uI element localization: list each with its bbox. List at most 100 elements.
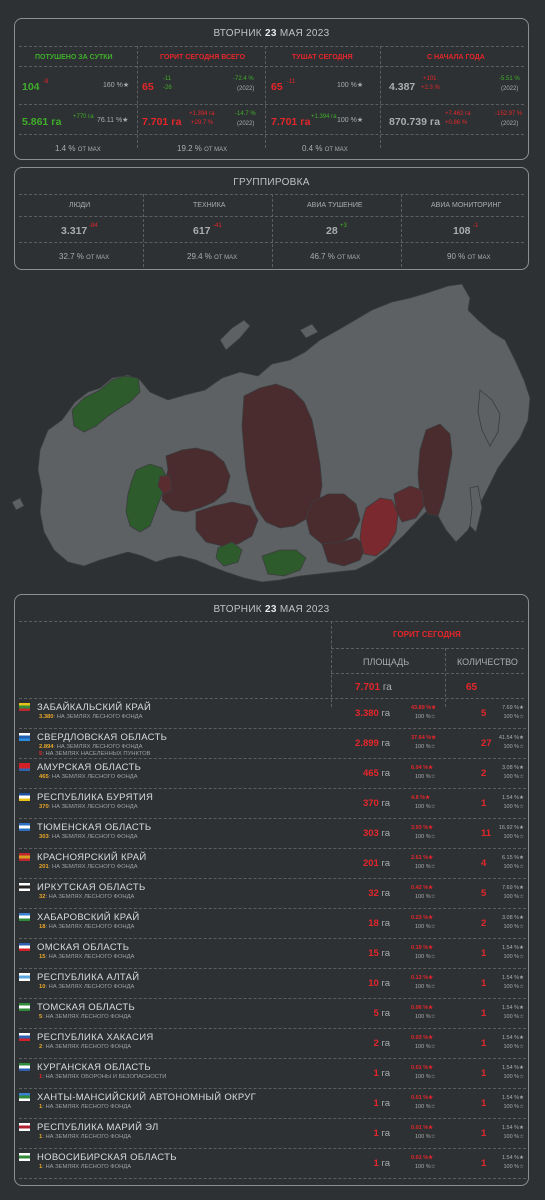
region-area-share-max: 100 %☆ xyxy=(415,864,436,870)
region-land-category: 5: НА ЗЕМЛЯХ ЛЕСНОГО ФОНДА xyxy=(39,1014,132,1020)
table-row[interactable]: АМУРСКАЯ ОБЛАСТЬ 465: НА ЗЕМЛЯХ ЛЕСНОГО Ф… xyxy=(15,759,530,789)
region-count: 1 xyxy=(481,1038,487,1049)
table-row[interactable]: РЕСПУБЛИКА МАРИЙ ЭЛ 1: НА ЗЕМЛЯХ ЛЕСНОГО … xyxy=(15,1119,530,1149)
region-land-category: 1: НА ЗЕМЛЯХ ЛЕСНОГО ФОНДА xyxy=(39,1104,132,1110)
group-pct-aviation: 46.7 % ОТ MAX xyxy=(310,252,361,261)
row-divider xyxy=(19,998,526,999)
label-fighting-today: ТУШАТ СЕГОДНЯ xyxy=(292,54,353,61)
map-region-kurgan[interactable] xyxy=(157,475,173,495)
extinguished-max: 1.4 % ОТ MAX xyxy=(55,144,101,153)
table-row[interactable]: РЕСПУБЛИКА АЛТАЙ 10: НА ЗЕМЛЯХ ЛЕСНОГО ФО… xyxy=(15,969,530,999)
region-count: 1 xyxy=(481,948,487,959)
region-name: РЕСПУБЛИКА ХАКАСИЯ xyxy=(37,1032,154,1043)
row-divider xyxy=(19,1058,526,1059)
fighting-area-delta: +1.394 га xyxy=(311,114,337,120)
region-area-share: 0.01 %★ xyxy=(411,1155,434,1161)
map-region-khabarovsk[interactable] xyxy=(417,423,453,517)
map-region-green-khakassia[interactable] xyxy=(215,541,243,567)
region-flag-icon xyxy=(19,1033,30,1041)
map-region-green-northwest[interactable] xyxy=(71,375,141,433)
region-area-share-max: 100 %☆ xyxy=(415,1134,436,1140)
region-count-share-max: 100 %☆ xyxy=(503,1104,524,1110)
burning-max: 19.2 % ОТ MAX xyxy=(177,144,228,153)
map-region-novaya-zemlya[interactable] xyxy=(219,319,251,351)
table-row[interactable]: ЗАБАЙКАЛЬСКИЙ КРАЙ 3.380: НА ЗЕМЛЯХ ЛЕСНО… xyxy=(15,699,530,729)
map-region-zabaikalsky[interactable] xyxy=(359,497,399,557)
region-area-share-max: 100 %☆ xyxy=(415,1014,436,1020)
map-region-buryatia[interactable] xyxy=(321,537,367,567)
column-count: КОЛИЧЕСТВО xyxy=(457,657,518,667)
map-region-sakhalin[interactable] xyxy=(469,485,483,533)
region-flag-icon xyxy=(19,793,30,801)
table-row[interactable]: КРАСНОЯРСКИЙ КРАЙ 201: НА ЗЕМЛЯХ ЛЕСНОГО … xyxy=(15,849,530,879)
map-region-kamchatka[interactable] xyxy=(477,389,501,447)
table-row[interactable]: ОМСКАЯ ОБЛАСТЬ 15: НА ЗЕМЛЯХ ЛЕСНОГО ФОНД… xyxy=(15,939,530,969)
group-pct-equipment: 29.4 % ОТ MAX xyxy=(187,252,238,261)
region-area-share-max: 100 %☆ xyxy=(415,1104,436,1110)
row-divider xyxy=(19,788,526,789)
region-count: 1 xyxy=(481,1068,487,1079)
group-panel: ГРУППИРОВКА ЛЮДИ 3.317 -84 32.7 % ОТ MAX… xyxy=(14,167,529,270)
region-count-share-max: 100 %☆ xyxy=(503,1134,524,1140)
region-name: ЗАБАЙКАЛЬСКИЙ КРАЙ xyxy=(37,702,152,713)
region-area-share-max: 100 %☆ xyxy=(415,714,436,720)
region-land-category: 32: НА ЗЕМЛЯХ ЛЕСНОГО ФОНДА xyxy=(39,894,135,900)
row-divider xyxy=(19,1178,526,1179)
region-count-share-max: 100 %☆ xyxy=(503,834,524,840)
table-row[interactable]: ХАБАРОВСКИЙ КРАЙ 18: НА ЗЕМЛЯХ ЛЕСНОГО ФО… xyxy=(15,909,530,939)
region-name: ТОМСКАЯ ОБЛАСТЬ xyxy=(37,1002,135,1013)
region-count-share-max: 100 %☆ xyxy=(503,864,524,870)
row-divider xyxy=(19,848,526,849)
region-count-share: 1.54 %★ xyxy=(501,975,524,981)
map-region-green-altai[interactable] xyxy=(261,549,307,577)
map-region-severnaya-zemlya[interactable] xyxy=(299,323,319,339)
table-row[interactable]: ТЮМЕНСКАЯ ОБЛАСТЬ 303: НА ЗЕМЛЯХ ЛЕСНОГО … xyxy=(15,819,530,849)
burning-area-delta2: +29.7 % xyxy=(191,120,214,126)
region-count: 1 xyxy=(481,1158,487,1169)
extinguished-area-delta: +770 га xyxy=(73,114,94,120)
table-row[interactable]: ИРКУТСКАЯ ОБЛАСТЬ 32: НА ЗЕМЛЯХ ЛЕСНОГО Ф… xyxy=(15,879,530,909)
ytd-area-year: (2022) xyxy=(501,121,519,127)
group-value-aviation: 28 xyxy=(326,225,338,237)
group-delta-aviation: +3 xyxy=(340,223,347,229)
map-region-south-siberia[interactable] xyxy=(195,501,259,547)
table-row[interactable]: ХАНТЫ-МАНСИЙСКИЙ АВТОНОМНЫЙ ОКРУГ 1: НА З… xyxy=(15,1089,530,1119)
region-count: 1 xyxy=(481,798,487,809)
table-row[interactable]: РЕСПУБЛИКА БУРЯТИЯ 370: НА ЗЕМЛЯХ ЛЕСНОГО… xyxy=(15,789,530,819)
group-delta-people: -84 xyxy=(89,223,98,229)
region-area: 303 га xyxy=(362,828,390,839)
region-area-share-max: 100 %☆ xyxy=(415,1164,436,1170)
region-flag-icon xyxy=(19,853,30,861)
column-area: ПЛОЩАДЬ xyxy=(363,657,410,667)
ytd-area-pct: -152.97 % xyxy=(495,111,523,117)
summary-panel: ВТОРНИК 23 МАЯ 2023 ПОТУШЕНО ЗА СУТКИ 10… xyxy=(14,18,529,160)
russia-fire-map[interactable] xyxy=(0,280,545,585)
map-region-kaliningrad[interactable] xyxy=(11,497,25,511)
burning-count-delta1: -11 xyxy=(163,76,172,82)
table-row[interactable]: РЕСПУБЛИКА ХАКАСИЯ 2: НА ЗЕМЛЯХ ЛЕСНОГО Ф… xyxy=(15,1029,530,1059)
region-area-share-max: 100 %☆ xyxy=(415,774,436,780)
region-land-category: 15: НА ЗЕМЛЯХ ЛЕСНОГО ФОНДА xyxy=(39,954,135,960)
region-area-share-max: 100 %☆ xyxy=(415,954,436,960)
ytd-area-delta1: +7.462 га xyxy=(445,111,471,117)
fighting-max: 0.4 % ОТ MAX xyxy=(302,144,348,153)
row-divider xyxy=(19,758,526,759)
region-land-category: 2: НА ЗЕМЛЯХ ЛЕСНОГО ФОНДА xyxy=(39,1044,132,1050)
map-region-green-sverdlovsk[interactable] xyxy=(125,463,169,533)
region-flag-icon xyxy=(19,763,30,771)
region-count: 4 xyxy=(481,858,487,869)
burning-count: 65 xyxy=(142,81,154,93)
map-region-amur[interactable] xyxy=(393,485,425,523)
table-row[interactable]: НОВОСИБИРСКАЯ ОБЛАСТЬ 1: НА ЗЕМЛЯХ ЛЕСНОГ… xyxy=(15,1149,530,1179)
label-year-to-date: С НАЧАЛА ГОДА xyxy=(427,54,485,61)
region-count-share: 3.08 %★ xyxy=(501,765,524,771)
table-row[interactable]: ТОМСКАЯ ОБЛАСТЬ 5: НА ЗЕМЛЯХ ЛЕСНОГО ФОНД… xyxy=(15,999,530,1029)
region-name: КУРГАНСКАЯ ОБЛАСТЬ xyxy=(37,1062,151,1073)
region-area-share: 43.89 %★ xyxy=(411,705,437,711)
table-row[interactable]: КУРГАНСКАЯ ОБЛАСТЬ 1: НА ЗЕМЛЯХ ОБОРОНЫ И… xyxy=(15,1059,530,1089)
region-area: 370 га xyxy=(362,798,390,809)
map-region-irkutsk[interactable] xyxy=(305,493,361,545)
region-flag-icon xyxy=(19,883,30,891)
region-land-category: 303: НА ЗЕМЛЯХ ЛЕСНОГО ФОНДА xyxy=(39,834,138,840)
table-row[interactable]: СВЕРДЛОВСКАЯ ОБЛАСТЬ 2.894: НА ЗЕМЛЯХ ЛЕС… xyxy=(15,729,530,759)
